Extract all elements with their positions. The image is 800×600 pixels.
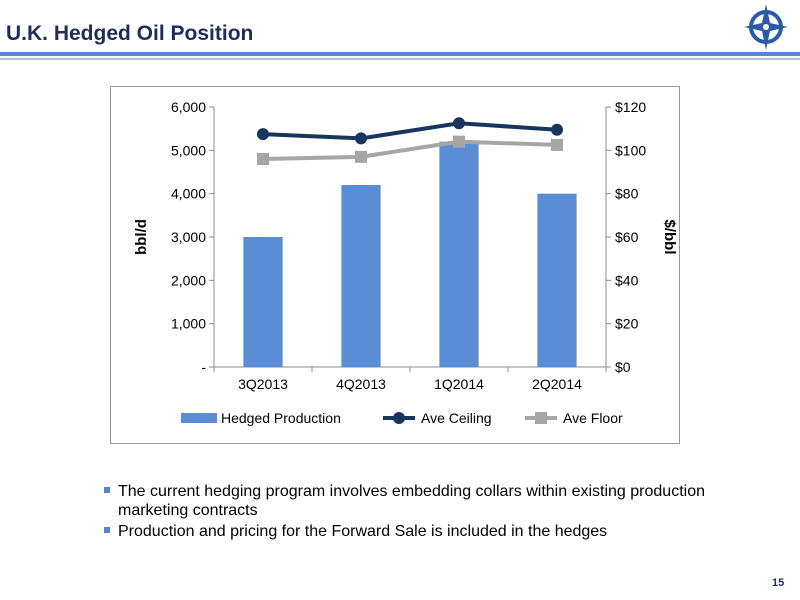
bar-hedged-production xyxy=(243,237,283,367)
left-tick-label: 3,000 xyxy=(171,229,206,245)
compass-star-icon xyxy=(744,4,788,50)
bullet-item: Production and pricing for the Forward S… xyxy=(104,522,744,541)
ave-floor-point xyxy=(355,150,367,163)
right-tick-label: $20 xyxy=(615,316,639,332)
right-tick-label: $100 xyxy=(615,142,646,158)
ave-ceiling-point xyxy=(453,117,465,130)
ave-floor-point xyxy=(551,138,563,151)
right-tick-label: $40 xyxy=(615,272,639,288)
x-tick-label: 2Q2014 xyxy=(532,376,582,392)
bar-hedged-production xyxy=(439,141,479,367)
legend-marker-ave-ceiling xyxy=(393,412,405,424)
right-tick-label: $60 xyxy=(615,229,639,245)
left-tick-label: - xyxy=(201,359,206,375)
left-tick-label: 4,000 xyxy=(171,186,206,202)
bar-hedged-production xyxy=(537,193,577,367)
bullet-text: Production and pricing for the Forward S… xyxy=(118,523,608,540)
left-tick-label: 1,000 xyxy=(171,316,206,332)
page-title: U.K. Hedged Oil Position xyxy=(6,22,254,45)
ave-floor-line xyxy=(262,139,558,161)
header-subrule xyxy=(0,58,800,60)
ave-ceiling-point xyxy=(551,123,563,136)
legend-label-hedged-production: Hedged Production xyxy=(221,410,341,426)
bullet-text: The current hedging program involves emb… xyxy=(118,483,705,519)
legend-marker-ave-floor xyxy=(535,412,547,424)
page-number: 15 xyxy=(772,577,785,589)
header-rule xyxy=(0,52,800,56)
right-tick-label: $0 xyxy=(615,359,631,375)
right-tick-label: $80 xyxy=(615,186,639,202)
bullet-list: The current hedging program involves emb… xyxy=(104,482,744,543)
hedged-oil-chart: - 1,000 2,000 3,000 4,000 5,000 6,000 $0 $20 $40 $… xyxy=(133,99,678,426)
legend-label-ave-floor: Ave Floor xyxy=(563,410,623,426)
left-tick-label: 6,000 xyxy=(171,99,206,115)
left-tick-label: 2,000 xyxy=(171,272,206,288)
bullet-square-icon xyxy=(104,487,110,493)
bar-hedged-production xyxy=(341,185,381,367)
chart-frame: - 1,000 2,000 3,000 4,000 5,000 6,000 $0 $20 $40 $… xyxy=(110,86,680,444)
ave-ceiling-line xyxy=(262,121,558,141)
right-tick-label: $120 xyxy=(615,99,646,115)
bullet-square-icon xyxy=(104,527,110,533)
bullet-item: The current hedging program involves emb… xyxy=(104,482,744,520)
ave-floor-point xyxy=(257,153,269,165)
y-axis-title: bbl/d xyxy=(133,219,150,255)
x-tick-label: 3Q2013 xyxy=(238,376,288,392)
legend-label-ave-ceiling: Ave Ceiling xyxy=(421,410,492,426)
x-tick-label: 1Q2014 xyxy=(434,376,484,392)
y2-axis-title: $/bbl xyxy=(661,219,678,254)
legend-swatch-hedged-production xyxy=(181,413,217,423)
left-tick-label: 5,000 xyxy=(171,142,206,158)
ave-floor-point xyxy=(453,135,465,148)
ave-ceiling-point xyxy=(355,132,367,145)
ave-ceiling-point xyxy=(257,128,269,141)
x-tick-label: 4Q2013 xyxy=(336,376,386,392)
